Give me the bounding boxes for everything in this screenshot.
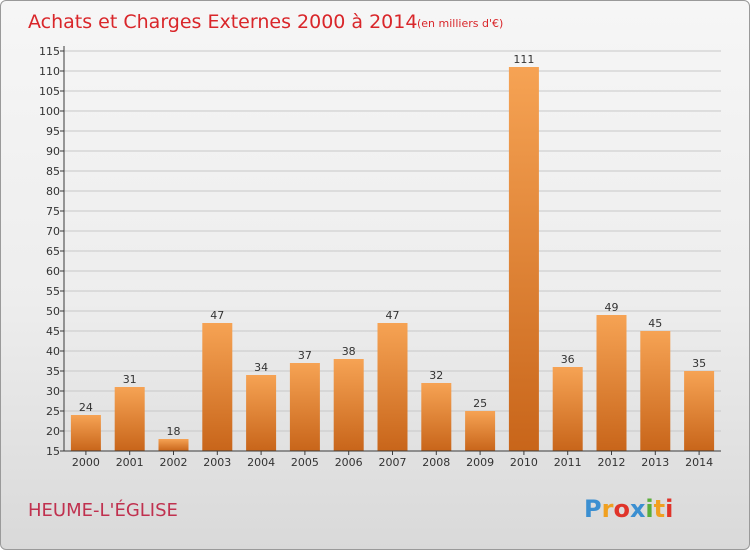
value-label: 25 bbox=[473, 397, 487, 410]
value-label: 111 bbox=[513, 53, 534, 66]
x-tick-label: 2013 bbox=[641, 456, 669, 469]
x-tick-label: 2004 bbox=[247, 456, 275, 469]
y-tick-label: 35 bbox=[46, 365, 60, 378]
bar-2008 bbox=[421, 383, 452, 451]
bar-2005 bbox=[289, 363, 320, 451]
y-tick-label: 95 bbox=[46, 125, 60, 138]
x-tick-label: 2011 bbox=[554, 456, 582, 469]
bar-2014 bbox=[684, 371, 715, 451]
x-tick-label: 2007 bbox=[379, 456, 407, 469]
x-tick-label: 2001 bbox=[116, 456, 144, 469]
bar-2010 bbox=[508, 67, 539, 451]
value-label: 24 bbox=[79, 401, 93, 414]
y-tick-labels: 15 20 25 30 35 40 45 50 55 60 65 70 75 80 85 90 95 100 105… bbox=[39, 45, 64, 458]
gridlines bbox=[64, 50, 721, 432]
x-tick-label: 2005 bbox=[291, 456, 319, 469]
y-tick-label: 15 bbox=[46, 445, 60, 458]
bar-2003 bbox=[202, 323, 233, 451]
y-tick-label: 70 bbox=[46, 225, 60, 238]
bar-2011 bbox=[552, 367, 583, 451]
bar-2007 bbox=[377, 323, 408, 451]
commune-name: HEUME-L'ÉGLISE bbox=[28, 499, 178, 521]
y-tick-label: 105 bbox=[39, 85, 60, 98]
bar-2002 bbox=[158, 439, 189, 451]
y-tick-label: 60 bbox=[46, 265, 60, 278]
y-tick-label: 40 bbox=[46, 345, 60, 358]
bar-2013 bbox=[640, 331, 671, 451]
bar-2012 bbox=[596, 315, 627, 451]
value-label: 36 bbox=[561, 353, 575, 366]
y-tick-label: 55 bbox=[46, 285, 60, 298]
y-tick-label: 115 bbox=[39, 45, 60, 58]
proxiti-logo: Proxiti bbox=[584, 495, 673, 523]
x-tick-label: 2006 bbox=[335, 456, 363, 469]
y-tick-label: 20 bbox=[46, 425, 60, 438]
bar-2009 bbox=[465, 411, 496, 451]
bar-2004 bbox=[246, 375, 277, 451]
value-label: 47 bbox=[386, 309, 400, 322]
y-tick-label: 65 bbox=[46, 245, 60, 258]
y-tick-label: 30 bbox=[46, 385, 60, 398]
y-tick-label: 85 bbox=[46, 165, 60, 178]
value-label: 18 bbox=[167, 425, 181, 438]
bar-2000 bbox=[70, 415, 101, 451]
value-label: 49 bbox=[605, 301, 619, 314]
chart-title: Achats et Charges Externes 2000 à 2014 bbox=[28, 11, 417, 33]
x-tick-label: 2002 bbox=[160, 456, 188, 469]
x-tick-label: 2003 bbox=[203, 456, 231, 469]
y-tick-label: 100 bbox=[39, 105, 60, 118]
x-tick-label: 2008 bbox=[422, 456, 450, 469]
y-tick-label: 50 bbox=[46, 305, 60, 318]
chart-subtitle: (en milliers d'€) bbox=[417, 17, 503, 30]
x-tick-label: 2014 bbox=[685, 456, 713, 469]
y-tick-label: 25 bbox=[46, 405, 60, 418]
x-tick-label: 2012 bbox=[598, 456, 626, 469]
value-label: 31 bbox=[123, 373, 137, 386]
x-tick-label: 2010 bbox=[510, 456, 538, 469]
bar-2006 bbox=[333, 359, 364, 451]
y-tick-label: 90 bbox=[46, 145, 60, 158]
value-labels: 24 31 18 47 34 37 38 47 32 25 111 36 49 45 35 bbox=[79, 53, 706, 438]
logo-text: Proxiti bbox=[584, 495, 673, 523]
bar-2001 bbox=[114, 387, 145, 451]
value-label: 38 bbox=[342, 345, 356, 358]
x-tick-label: 2009 bbox=[466, 456, 494, 469]
value-label: 47 bbox=[210, 309, 224, 322]
value-label: 35 bbox=[692, 357, 706, 370]
value-label: 32 bbox=[429, 369, 443, 382]
bars bbox=[70, 67, 715, 451]
y-tick-label: 45 bbox=[46, 325, 60, 338]
value-label: 37 bbox=[298, 349, 312, 362]
y-tick-label: 110 bbox=[39, 65, 60, 78]
x-tick-labels: 2000 2001 2002 2003 2004 2005 2006 2007 2008 2009… bbox=[72, 451, 713, 469]
y-tick-label: 80 bbox=[46, 185, 60, 198]
value-label: 45 bbox=[648, 317, 662, 330]
value-label: 34 bbox=[254, 361, 268, 374]
y-tick-label: 75 bbox=[46, 205, 60, 218]
x-tick-label: 2000 bbox=[72, 456, 100, 469]
